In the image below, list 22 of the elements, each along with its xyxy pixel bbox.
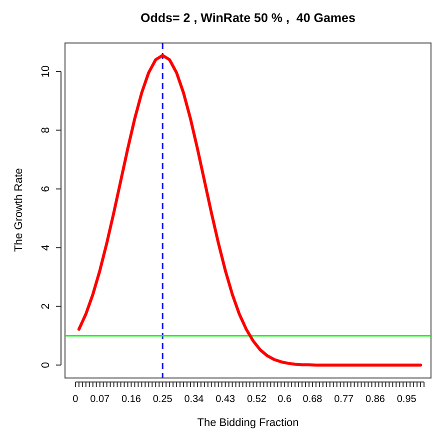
y-tick-label: 8 bbox=[40, 127, 52, 134]
x-tick-label: 0.43 bbox=[216, 394, 236, 405]
y-tick-label: 2 bbox=[40, 303, 52, 310]
y-axis-title: The Growth Rate bbox=[13, 168, 25, 252]
x-axis-title: The Bidding Fraction bbox=[197, 417, 299, 429]
line-series bbox=[77, 54, 422, 367]
x-tick-label: 0.16 bbox=[121, 394, 142, 405]
x-tick-label: 0.95 bbox=[396, 394, 417, 405]
y-tick-label: 0 bbox=[40, 362, 52, 368]
x-tick-label: 0.34 bbox=[184, 394, 204, 405]
x-tick-label: 0 bbox=[72, 394, 79, 405]
x-tick-label: 0.25 bbox=[152, 394, 173, 405]
y-tick-label: 10 bbox=[40, 65, 52, 78]
x-tick-label: 0.07 bbox=[90, 394, 110, 405]
x-tick-label: 0.68 bbox=[302, 394, 323, 405]
y-tick-label: 4 bbox=[40, 244, 52, 251]
x-tick-label: 0.86 bbox=[365, 394, 386, 405]
x-tick-label: 0.52 bbox=[246, 394, 267, 405]
x-tick-label: 0.6 bbox=[278, 394, 292, 405]
chart-title: Odds= 2 , WinRate 50 % , 40 Games bbox=[140, 11, 356, 25]
x-tick-label: 0.77 bbox=[334, 394, 354, 405]
y-tick-label: 6 bbox=[40, 186, 52, 192]
